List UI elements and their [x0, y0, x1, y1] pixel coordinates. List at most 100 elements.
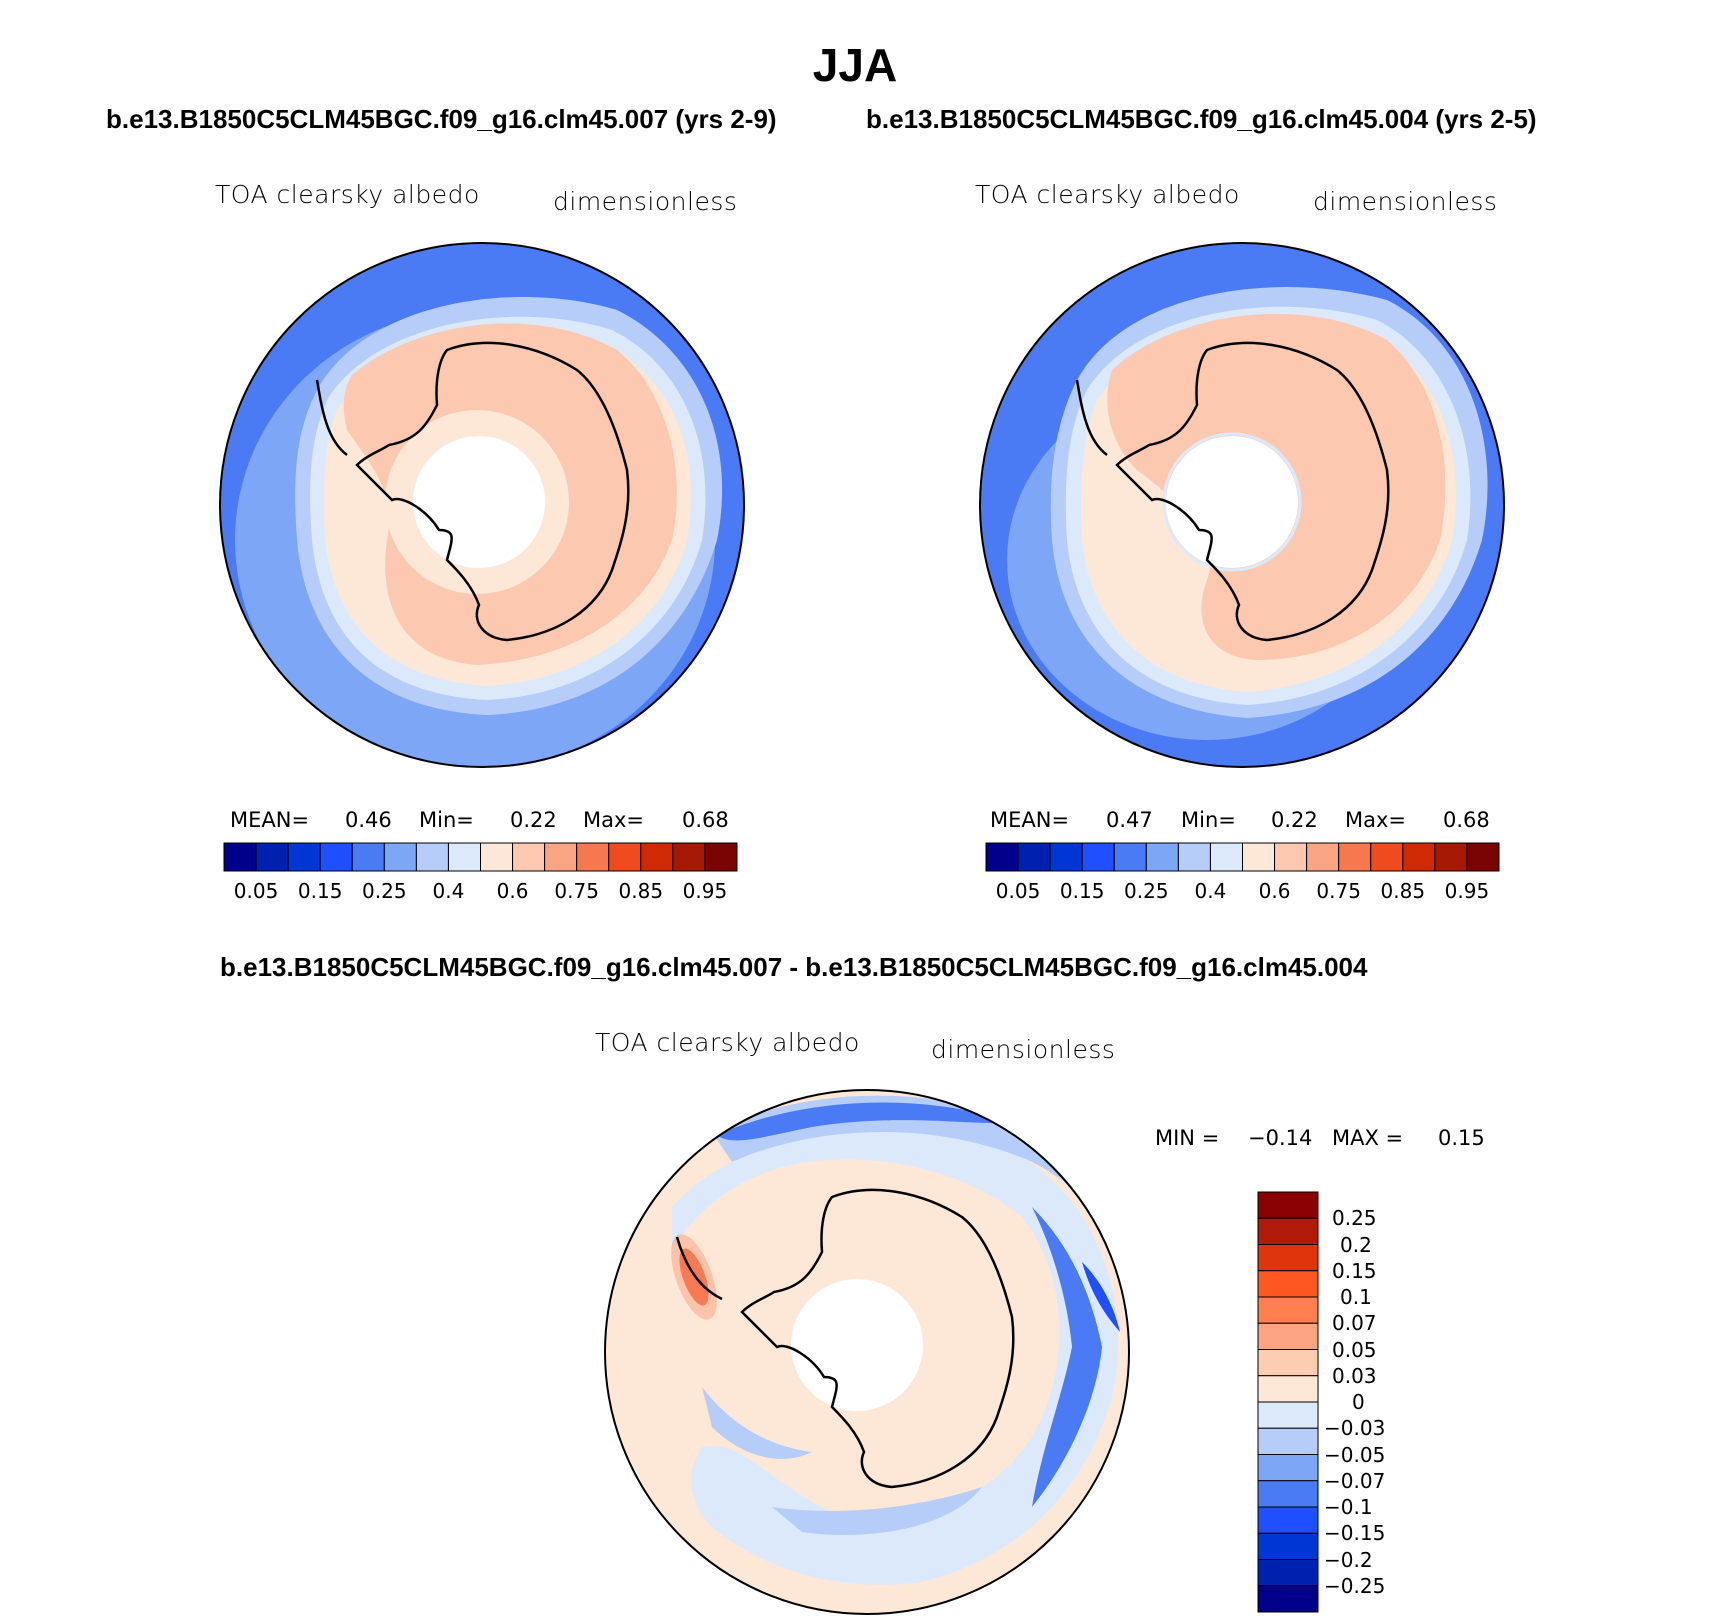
colorbar-swatch: [576, 842, 610, 872]
panel2-units-label: dimensionless: [1313, 187, 1498, 216]
case1-title: b.e13.B1850C5CLM45BGC.f09_g16.clm45.007 …: [106, 104, 777, 134]
colorbar-tick-label: −0.07: [1324, 1468, 1386, 1493]
colorbar-swatch: [1402, 842, 1436, 872]
colorbar-tick-label: 0.4: [1194, 879, 1227, 903]
colorbar-swatch: [1257, 1349, 1319, 1377]
colorbar-swatch: [1466, 842, 1500, 872]
colorbar-swatch: [1209, 842, 1243, 872]
panel2-min-value: 0.22: [1271, 808, 1318, 832]
panel1-min-value: 0.22: [510, 808, 557, 832]
colorbar-tick-label: 0.25: [1124, 879, 1169, 903]
panel3-min-label: MIN =: [1155, 1126, 1220, 1150]
panel1-mean-value: 0.46: [345, 808, 392, 832]
colorbar-swatch: [1145, 842, 1179, 872]
colorbar-tick-label: 0.75: [554, 879, 599, 903]
panel1-mean-label: MEAN=: [230, 808, 310, 832]
panel1-min-label: Min=: [419, 808, 474, 832]
panel3-colorbar: [1257, 1191, 1319, 1613]
panel2-colorbar: [985, 842, 1500, 872]
colorbar-tick-label: 0.15: [1332, 1258, 1377, 1283]
colorbar-swatch: [383, 842, 417, 872]
colorbar-tick-label: 0.05: [995, 879, 1041, 903]
colorbar-tick-label: 0.15: [1059, 879, 1105, 903]
panel2-variable-label: TOA clearsky albedo: [975, 180, 1240, 209]
colorbar-tick-label: −0.2: [1324, 1547, 1373, 1572]
colorbar-tick-label: 0.6: [1258, 879, 1291, 903]
case2-title: b.e13.B1850C5CLM45BGC.f09_g16.clm45.004 …: [866, 104, 1537, 134]
colorbar-tick-label: 0.6: [496, 879, 529, 903]
colorbar-swatch: [1257, 1296, 1319, 1324]
panel2-map: [979, 242, 1505, 768]
colorbar-swatch: [640, 842, 674, 872]
figure-title: JJA: [812, 39, 898, 91]
colorbar-swatch: [544, 842, 578, 872]
panel1-max-label: Max=: [583, 808, 645, 832]
colorbar-tick-label: −0.1: [1324, 1495, 1373, 1519]
colorbar-swatch: [672, 842, 706, 872]
colorbar-tick-label: 0.4: [432, 879, 465, 903]
panel3-units-label: dimensionless: [931, 1035, 1116, 1064]
diff-title: b.e13.B1850C5CLM45BGC.f09_g16.clm45.007 …: [220, 952, 1368, 982]
colorbar-tick-label: 0.75: [1316, 879, 1361, 903]
colorbar-tick-label: 0.95: [1444, 879, 1490, 903]
colorbar-swatch: [287, 842, 321, 872]
panel1-units-label: dimensionless: [553, 187, 738, 216]
colorbar-tick-label: 0.2: [1340, 1232, 1372, 1257]
colorbar-swatch: [1257, 1559, 1319, 1587]
colorbar-tick-label: 0.03: [1332, 1363, 1377, 1388]
colorbar-swatch: [1177, 842, 1211, 872]
colorbar-tick-label: 0.95: [682, 879, 728, 903]
colorbar-tick-label: 0.15: [297, 879, 343, 903]
colorbar-swatch: [1257, 1506, 1319, 1534]
panel1-colorbar: [223, 842, 738, 872]
panel3-diff-map: [604, 1089, 1130, 1615]
colorbar-swatch: [447, 842, 481, 872]
panel1-variable-label: TOA clearsky albedo: [215, 180, 480, 209]
colorbar-swatch: [1257, 1270, 1319, 1298]
panel2-mean-label: MEAN=: [990, 808, 1070, 832]
colorbar-swatch: [223, 842, 257, 872]
colorbar-swatch: [1274, 842, 1308, 872]
colorbar-swatch: [1049, 842, 1083, 872]
colorbar-swatch: [1257, 1375, 1319, 1403]
colorbar-swatch: [415, 842, 449, 872]
colorbar-swatch: [351, 842, 385, 872]
panel2-max-value: 0.68: [1443, 808, 1490, 832]
colorbar-tick-label: 0.85: [618, 879, 664, 903]
colorbar-swatch: [1257, 1585, 1319, 1613]
colorbar-swatch: [1113, 842, 1147, 872]
colorbar-tick-label: −0.15: [1324, 1521, 1386, 1546]
colorbar-tick-label: 0.25: [1332, 1206, 1377, 1231]
colorbar-swatch: [1081, 842, 1115, 872]
colorbar-swatch: [1434, 842, 1468, 872]
colorbar-tick-label: 0.07: [1332, 1311, 1377, 1336]
panel2-min-label: Min=: [1181, 808, 1236, 832]
colorbar-swatch: [1257, 1532, 1319, 1560]
colorbar-swatch: [1242, 842, 1276, 872]
colorbar-tick-label: −0.05: [1324, 1442, 1386, 1467]
colorbar-swatch: [608, 842, 642, 872]
colorbar-swatch: [1257, 1480, 1319, 1508]
panel1-max-value: 0.68: [682, 808, 729, 832]
colorbar-tick-label: 0: [1352, 1390, 1365, 1414]
colorbar-swatch: [1257, 1322, 1319, 1350]
colorbar-swatch: [1257, 1401, 1319, 1429]
colorbar-swatch: [480, 842, 514, 872]
colorbar-tick-label: 0.25: [362, 879, 407, 903]
panel3-max-value: 0.15: [1438, 1126, 1485, 1150]
colorbar-tick-label: 0.05: [1332, 1337, 1377, 1362]
panel1-map: [219, 242, 745, 768]
colorbar-swatch: [1017, 842, 1051, 872]
colorbar-swatch: [985, 842, 1019, 872]
colorbar-swatch: [1257, 1454, 1319, 1482]
colorbar-swatch: [1257, 1191, 1319, 1219]
colorbar-tick-label: 0.85: [1380, 879, 1426, 903]
colorbar-swatch: [319, 842, 353, 872]
colorbar-swatch: [704, 842, 738, 872]
colorbar-swatch: [512, 842, 546, 872]
panel3-variable-label: TOA clearsky albedo: [595, 1028, 860, 1057]
colorbar-swatch: [1257, 1427, 1319, 1455]
colorbar-swatch: [1306, 842, 1340, 872]
panel2-mean-value: 0.47: [1106, 808, 1153, 832]
panel3-min-value: −0.14: [1248, 1126, 1313, 1150]
